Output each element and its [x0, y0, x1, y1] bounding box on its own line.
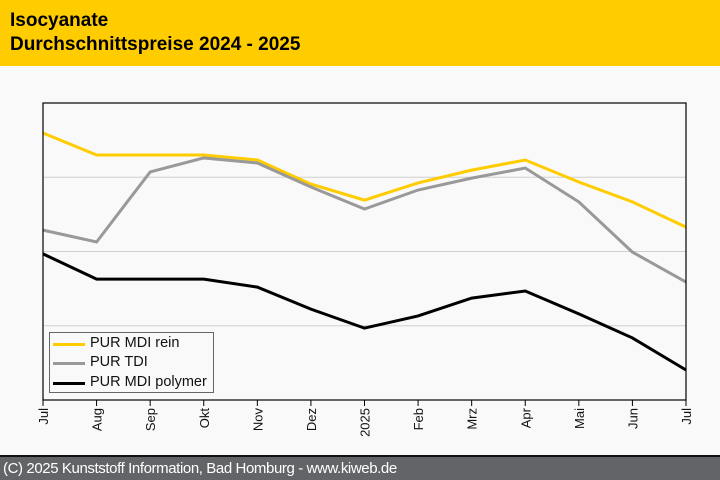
legend-label: PUR MDI polymer [90, 374, 207, 390]
legend-item-mdi-polymer: PUR MDI polymer [52, 373, 212, 393]
x-tick-label: Dez [304, 408, 319, 431]
legend-label: PUR TDI [90, 354, 148, 370]
footer-bar: (C) 2025 Kunststoff Information, Bad Hom… [0, 455, 720, 480]
x-tick-label: Okt [197, 408, 212, 429]
x-tick-label: Jul [679, 408, 694, 425]
x-tick-label: Mai [572, 408, 587, 429]
header-banner: Isocyanate Durchschnittspreise 2024 - 20… [0, 0, 720, 66]
series-line-mdi-rein [42, 131, 687, 229]
legend-label: PUR MDI rein [90, 335, 180, 351]
legend-swatch-tdi [53, 362, 85, 365]
x-tick-label: Feb [411, 408, 426, 430]
chart-title-line1: Isocyanate [10, 10, 109, 31]
series-lines [42, 131, 687, 372]
legend: PUR MDI rein PUR TDI PUR MDI polymer [49, 332, 214, 393]
x-tick-label: Aug [90, 408, 105, 431]
x-tick-label: 2025 [358, 408, 373, 437]
copyright-text: (C) 2025 Kunststoff Information, Bad Hom… [3, 460, 397, 477]
legend-swatch-mdi-polymer [53, 382, 85, 385]
legend-swatch-mdi-rein [53, 343, 85, 346]
gridlines [43, 176, 686, 327]
x-tick-label: Apr [518, 407, 533, 428]
legend-item-tdi: PUR TDI [52, 353, 212, 373]
x-tick-label: Jun [625, 408, 640, 429]
x-tick-label: Nov [250, 408, 265, 432]
x-tick-label: Mrz [465, 408, 480, 430]
series-line-tdi [42, 156, 687, 284]
x-axis: Jul Aug Sep Okt Nov Dez 2025 Feb Mrz Apr Mai Jun Jul [36, 400, 694, 437]
chart-title-line2: Durchschnittspreise 2024 - 2025 [10, 34, 301, 55]
series-line-mdi-polymer [42, 252, 687, 372]
x-tick-label: Sep [143, 408, 158, 431]
legend-item-mdi-rein: PUR MDI rein [52, 334, 212, 354]
x-tick-label: Jul [36, 408, 51, 425]
